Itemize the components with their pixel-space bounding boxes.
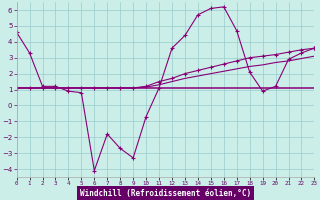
- X-axis label: Windchill (Refroidissement éolien,°C): Windchill (Refroidissement éolien,°C): [80, 189, 251, 198]
